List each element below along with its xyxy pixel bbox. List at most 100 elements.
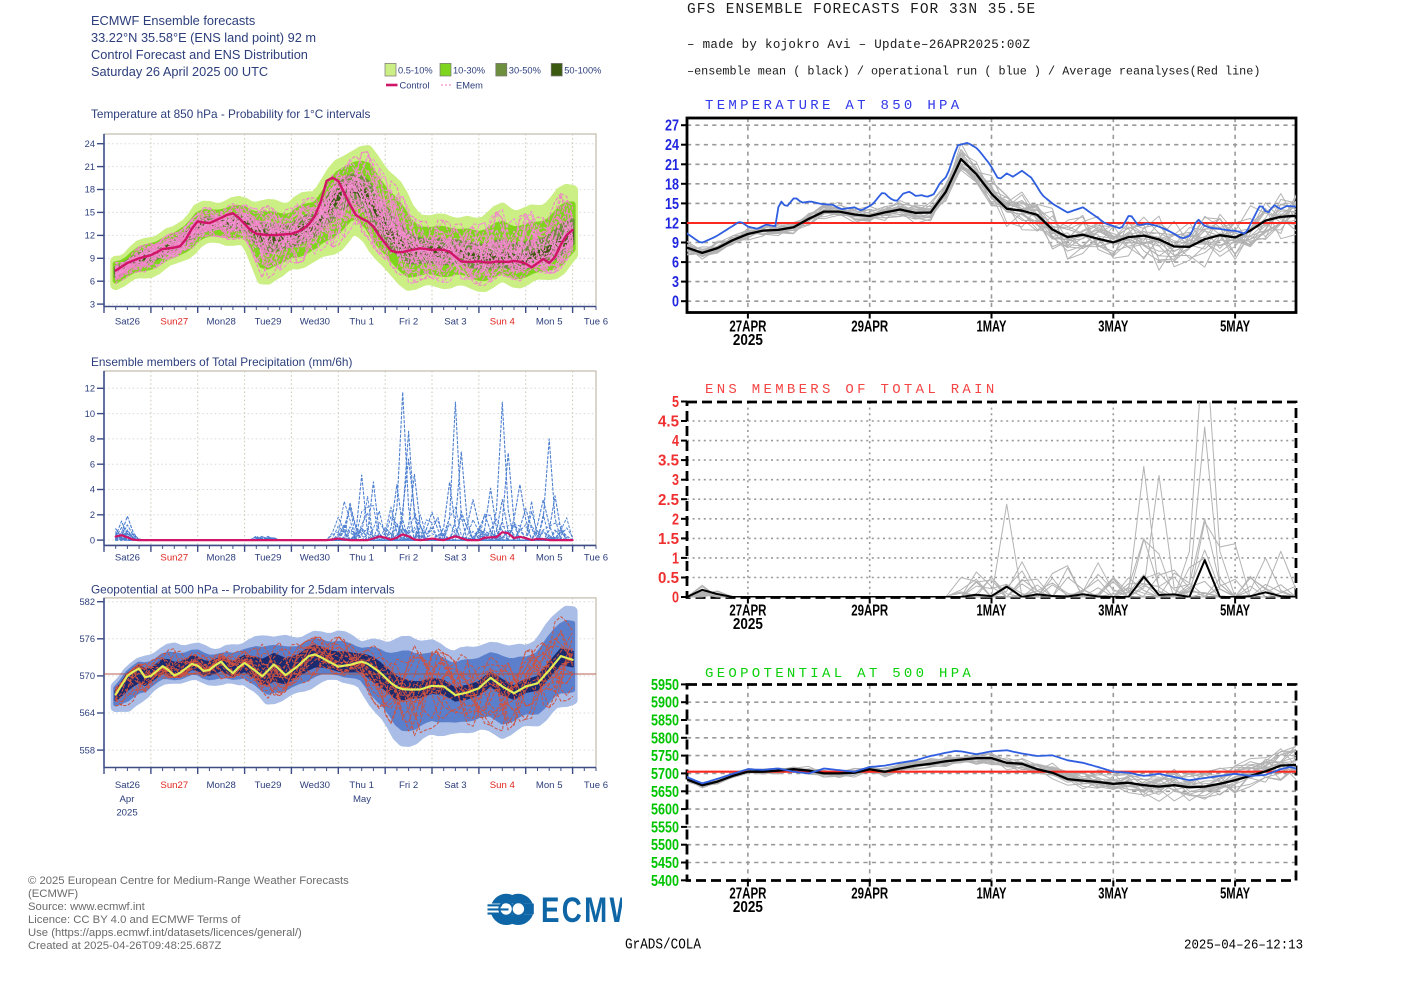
svg-text:2: 2 xyxy=(90,510,95,520)
svg-text:Sun27: Sun27 xyxy=(160,780,188,791)
svg-text:5: 5 xyxy=(672,394,679,411)
svg-text:ECMWF Ensemble forecasts: ECMWF Ensemble forecasts xyxy=(91,13,255,28)
svg-text:5650: 5650 xyxy=(651,784,679,801)
svg-text:564: 564 xyxy=(79,708,95,718)
svg-text:12: 12 xyxy=(85,384,95,394)
svg-text:Tue 6: Tue 6 xyxy=(584,780,608,791)
svg-text:12: 12 xyxy=(665,216,679,233)
svg-text:5MAY: 5MAY xyxy=(1220,603,1250,620)
svg-text:GFS ENSEMBLE FORECASTS FOR 33N: GFS ENSEMBLE FORECASTS FOR 33N 35.5E xyxy=(687,2,1036,18)
svg-text:1.5: 1.5 xyxy=(658,531,679,548)
svg-text:576: 576 xyxy=(79,634,95,644)
svg-text:9: 9 xyxy=(90,254,95,264)
svg-text:29APR: 29APR xyxy=(851,319,888,336)
svg-text:50-100%: 50-100% xyxy=(564,65,601,75)
svg-text:May: May xyxy=(353,794,371,805)
svg-text:5750: 5750 xyxy=(651,748,679,765)
svg-text:0.5: 0.5 xyxy=(658,570,679,587)
svg-text:EMem: EMem xyxy=(456,81,483,91)
svg-text:6: 6 xyxy=(90,276,95,286)
svg-text:Apr: Apr xyxy=(120,794,136,805)
svg-text:15: 15 xyxy=(665,196,679,213)
svg-text:Use (https://apps.ecmwf.int/da: Use (https://apps.ecmwf.int/datasets/lic… xyxy=(28,927,302,939)
svg-text:582: 582 xyxy=(79,597,95,607)
svg-text:Sat26: Sat26 xyxy=(115,780,140,791)
svg-text:27APR: 27APR xyxy=(729,603,766,620)
svg-text:3MAY: 3MAY xyxy=(1098,886,1128,903)
svg-text:5700: 5700 xyxy=(651,766,679,783)
svg-text:18: 18 xyxy=(85,185,95,195)
svg-text:4: 4 xyxy=(90,485,95,495)
svg-text:558: 558 xyxy=(79,745,95,755)
svg-text:21: 21 xyxy=(85,162,95,172)
svg-text:Wed30: Wed30 xyxy=(300,553,330,564)
svg-text:5MAY: 5MAY xyxy=(1220,886,1250,903)
svg-text:21: 21 xyxy=(665,157,679,174)
svg-text:2025: 2025 xyxy=(733,899,763,916)
svg-text:Thu 1: Thu 1 xyxy=(349,317,374,328)
svg-text:Source: www.ecmwf.int: Source: www.ecmwf.int xyxy=(28,901,146,913)
svg-text:Mon28: Mon28 xyxy=(207,780,236,791)
svg-text:4: 4 xyxy=(672,433,679,450)
svg-text:10-30%: 10-30% xyxy=(453,65,485,75)
svg-text:3.5: 3.5 xyxy=(658,453,679,470)
svg-text:Tue29: Tue29 xyxy=(255,317,282,328)
svg-text:5450: 5450 xyxy=(651,855,679,872)
svg-text:Wed30: Wed30 xyxy=(300,317,330,328)
svg-text:2025: 2025 xyxy=(733,616,763,633)
svg-text:5MAY: 5MAY xyxy=(1220,319,1250,336)
svg-text:Ensemble members of Total Prec: Ensemble members of Total Precipitation … xyxy=(91,355,352,369)
svg-text:2025–04–26–12:13: 2025–04–26–12:13 xyxy=(1184,938,1303,954)
svg-text:6: 6 xyxy=(672,255,679,272)
svg-text:Saturday 26 April 2025 00 UTC: Saturday 26 April 2025 00 UTC xyxy=(91,64,268,79)
svg-text:GEOPOTENTIAL AT 500 HPA: GEOPOTENTIAL AT 500 HPA xyxy=(705,666,974,682)
svg-text:Mon 5: Mon 5 xyxy=(536,553,563,564)
svg-text:Licence: CC BY 4.0 and ECMWF T: Licence: CC BY 4.0 and ECMWF Terms of xyxy=(28,914,241,926)
svg-text:Sat26: Sat26 xyxy=(115,553,140,564)
svg-text:5550: 5550 xyxy=(651,819,679,836)
svg-text:27APR: 27APR xyxy=(729,886,766,903)
svg-text:ENS MEMBERS OF TOTAL RAIN: ENS MEMBERS OF TOTAL RAIN xyxy=(705,382,998,398)
svg-text:1MAY: 1MAY xyxy=(977,886,1007,903)
svg-text:Thu 1: Thu 1 xyxy=(349,780,374,791)
svg-text:Created at 2025-04-26T09:48:25: Created at 2025-04-26T09:48:25.687Z xyxy=(28,940,222,952)
svg-text:0: 0 xyxy=(672,590,679,607)
svg-text:Mon 5: Mon 5 xyxy=(536,780,563,791)
svg-text:© 2025 European Centre for Med: © 2025 European Centre for Medium-Range … xyxy=(28,875,349,887)
svg-text:3: 3 xyxy=(672,274,679,291)
svg-text:570: 570 xyxy=(79,671,95,681)
svg-text:–ensemble mean ( black) / oper: –ensemble mean ( black) / operational ru… xyxy=(687,65,1260,79)
svg-text:Mon28: Mon28 xyxy=(207,553,236,564)
svg-text:29APR: 29APR xyxy=(851,886,888,903)
svg-text:5800: 5800 xyxy=(651,730,679,747)
svg-text:Sat 3: Sat 3 xyxy=(444,317,466,328)
svg-text:27: 27 xyxy=(665,118,679,135)
svg-text:30-50%: 30-50% xyxy=(509,65,541,75)
svg-text:1: 1 xyxy=(672,550,679,567)
svg-text:0: 0 xyxy=(672,294,679,311)
svg-text:Fri 2: Fri 2 xyxy=(399,780,418,791)
svg-text:9: 9 xyxy=(672,235,679,252)
svg-text:8: 8 xyxy=(90,434,95,444)
svg-text:15: 15 xyxy=(85,208,95,218)
svg-text:Geopotential at 500 hPa -- Pro: Geopotential at 500 hPa -- Probability f… xyxy=(91,583,395,597)
svg-text:5400: 5400 xyxy=(651,873,679,890)
svg-text:5950: 5950 xyxy=(651,677,679,694)
svg-text:TEMPERATURE AT 850 HPA: TEMPERATURE AT 850 HPA xyxy=(705,98,962,114)
svg-text:Sun27: Sun27 xyxy=(160,553,188,564)
svg-text:Sun 4: Sun 4 xyxy=(490,553,516,564)
svg-text:24: 24 xyxy=(85,139,95,149)
svg-text:5500: 5500 xyxy=(651,837,679,854)
svg-text:29APR: 29APR xyxy=(851,603,888,620)
svg-text:5600: 5600 xyxy=(651,802,679,819)
svg-text:Fri 2: Fri 2 xyxy=(399,553,418,564)
svg-text:(ECMWF): (ECMWF) xyxy=(28,888,78,900)
svg-text:3: 3 xyxy=(90,299,95,309)
svg-text:1MAY: 1MAY xyxy=(977,603,1007,620)
svg-text:Control Forecast and ENS Distr: Control Forecast and ENS Distribution xyxy=(91,47,308,62)
svg-text:2: 2 xyxy=(672,511,679,528)
svg-text:Mon28: Mon28 xyxy=(207,317,236,328)
svg-text:4.5: 4.5 xyxy=(658,414,679,431)
svg-text:10: 10 xyxy=(85,409,95,419)
svg-text:Sat 3: Sat 3 xyxy=(444,780,466,791)
